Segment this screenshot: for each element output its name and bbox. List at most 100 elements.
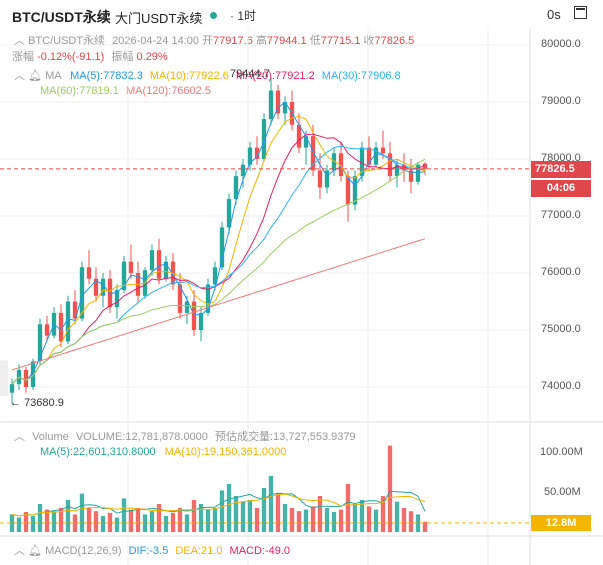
price-tick: 77000.0 (541, 209, 581, 221)
volume-bar (37, 504, 43, 532)
candle-body (191, 301, 197, 330)
ohlc-line: ︿ BTC/USDT永续 2026-04-24 14:00 开77917.6 高… (14, 35, 415, 47)
candle-body (247, 147, 253, 165)
volume-bar (100, 516, 106, 532)
candle-body (86, 267, 92, 279)
volume-bar (254, 508, 260, 532)
ma-line-ma5 (11, 101, 426, 385)
candle-body (296, 124, 302, 148)
candle-body (401, 164, 407, 171)
volume-bar (345, 484, 351, 532)
candle-body (408, 170, 414, 182)
volume-bar (205, 509, 211, 532)
volume-bar (58, 508, 64, 532)
volume-bar (51, 511, 57, 532)
candle-body (9, 384, 15, 393)
bell-icon[interactable]: 🔔︎ (28, 70, 43, 82)
candle-body (149, 250, 155, 271)
change-line: 涨幅 -0.12%(-91.1) 振幅 0.29% (12, 51, 168, 63)
volume-bar (324, 508, 330, 532)
candle-body (100, 278, 106, 296)
volume-bar (135, 508, 141, 532)
volume-bar (401, 508, 407, 532)
volume-bar (184, 514, 190, 532)
timer-label: 0s (547, 7, 561, 22)
volume-bar (268, 476, 274, 532)
volume-bar (275, 493, 281, 532)
volume-bar (296, 511, 302, 532)
candle-body (177, 284, 183, 313)
volume-bar (149, 511, 155, 532)
volume-bar (359, 500, 365, 532)
volume-bar (79, 493, 85, 532)
volume-bar (107, 512, 113, 532)
volume-bar (408, 511, 414, 532)
exchange-name: 大门USDT永续 (115, 11, 203, 26)
volume-bar (198, 504, 204, 532)
candle-body (282, 102, 288, 114)
volume-bar (338, 509, 344, 532)
volume-tick-50m: 50.00M (544, 486, 581, 498)
candle-body (380, 147, 386, 154)
volume-bar (366, 506, 372, 532)
candle-body (93, 278, 99, 296)
candle-body (331, 153, 337, 171)
volume-bar (9, 514, 15, 532)
volume-ma-legend: MA(5):22,601,310.8000 MA(10):19,150,361.… (40, 446, 287, 458)
volume-bar (415, 514, 421, 532)
price-tick: 75000.0 (541, 323, 581, 335)
ma-line-ma30 (11, 145, 426, 385)
candle-body (65, 301, 71, 342)
volume-bar (16, 517, 22, 532)
volume-bar (352, 504, 358, 532)
candle-body (219, 227, 225, 268)
interval-selector[interactable]: · 1时 (230, 9, 257, 23)
candle-body (205, 284, 211, 313)
maximize-icon[interactable] (574, 6, 587, 19)
interval-separator: · (190, 7, 194, 21)
ma-line-ma120 (11, 238, 426, 371)
price-tick: 76000.0 (541, 266, 581, 278)
volume-bar (240, 501, 246, 532)
volume-bar (282, 504, 288, 532)
candle-body (107, 278, 113, 308)
candle-body (114, 290, 120, 308)
collapse-icon[interactable]: ︿ (14, 35, 25, 47)
volume-bar (72, 514, 78, 532)
candle-body (79, 267, 85, 319)
volume-bar (303, 509, 309, 532)
candle-body (422, 163, 428, 169)
countdown-tag: 04:06 (531, 180, 591, 197)
price-tick: 74000.0 (541, 380, 581, 392)
volume-bar (373, 509, 379, 532)
ma-legend-row1: ︿ 🔔︎ MA MA(5):77832.3 MA(10):77922.6 MA(… (14, 70, 401, 82)
scroll-handle (0, 360, 8, 396)
ma-line-ma10 (11, 115, 426, 385)
candle-body (184, 301, 190, 313)
candle-body (163, 261, 169, 279)
candle-body (415, 164, 421, 182)
candle-body (268, 90, 274, 120)
volume-bar (219, 490, 225, 532)
candle-body (338, 153, 344, 177)
volume-bar (310, 506, 316, 532)
volume-bar (317, 496, 323, 532)
price-tick: 80000.0 (541, 38, 581, 50)
volume-bar (142, 514, 148, 532)
candle-body (317, 170, 323, 188)
volume-bar (289, 508, 295, 532)
volume-bar (261, 488, 267, 532)
macd-bell-icon[interactable]: 🔔︎ (28, 545, 43, 557)
volume-bar (177, 508, 183, 532)
symbol-title: BTC/USDT永续 (12, 9, 111, 25)
candle-body (366, 147, 372, 165)
volume-bar (93, 511, 99, 532)
current-price-tag: 77826.5 (531, 161, 591, 178)
volume-bar (163, 516, 169, 532)
price-tick: 79000.0 (541, 95, 581, 107)
candle-body (226, 198, 232, 228)
low-marker-label: ← 73680.9 (10, 397, 64, 409)
candle-body (310, 136, 316, 171)
macd-legend: ︿ 🔔︎ MACD(12,26,9) DIF:-3.5 DEA:21.0 MAC… (14, 545, 291, 557)
